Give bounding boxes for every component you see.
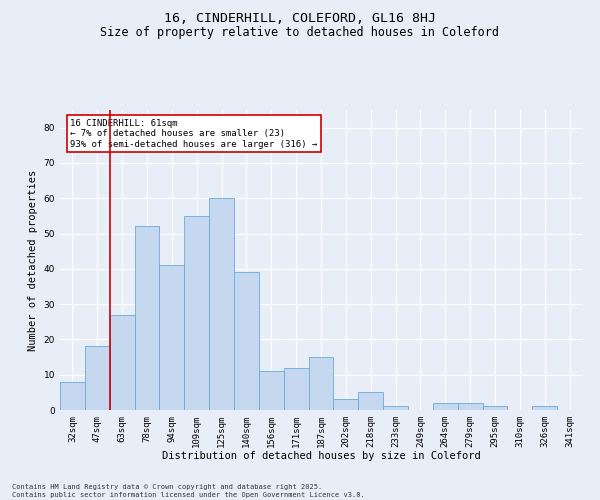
Bar [60,382,85,410]
Bar [184,216,209,410]
Bar [334,400,358,410]
Y-axis label: Number of detached properties: Number of detached properties [28,170,38,350]
Bar [259,371,284,410]
Bar [234,272,259,410]
Bar [532,406,557,410]
Bar [85,346,110,410]
Bar [482,406,508,410]
Bar [209,198,234,410]
Text: Size of property relative to detached houses in Coleford: Size of property relative to detached ho… [101,26,499,39]
Bar [433,403,458,410]
Bar [134,226,160,410]
Bar [110,314,134,410]
Bar [383,406,408,410]
Bar [358,392,383,410]
X-axis label: Distribution of detached houses by size in Coleford: Distribution of detached houses by size … [161,452,481,462]
Text: 16 CINDERHILL: 61sqm
← 7% of detached houses are smaller (23)
93% of semi-detach: 16 CINDERHILL: 61sqm ← 7% of detached ho… [70,119,317,149]
Text: 16, CINDERHILL, COLEFORD, GL16 8HJ: 16, CINDERHILL, COLEFORD, GL16 8HJ [164,12,436,26]
Bar [160,266,184,410]
Text: Contains HM Land Registry data © Crown copyright and database right 2025.
Contai: Contains HM Land Registry data © Crown c… [12,484,365,498]
Bar [284,368,308,410]
Bar [308,357,334,410]
Bar [458,403,482,410]
